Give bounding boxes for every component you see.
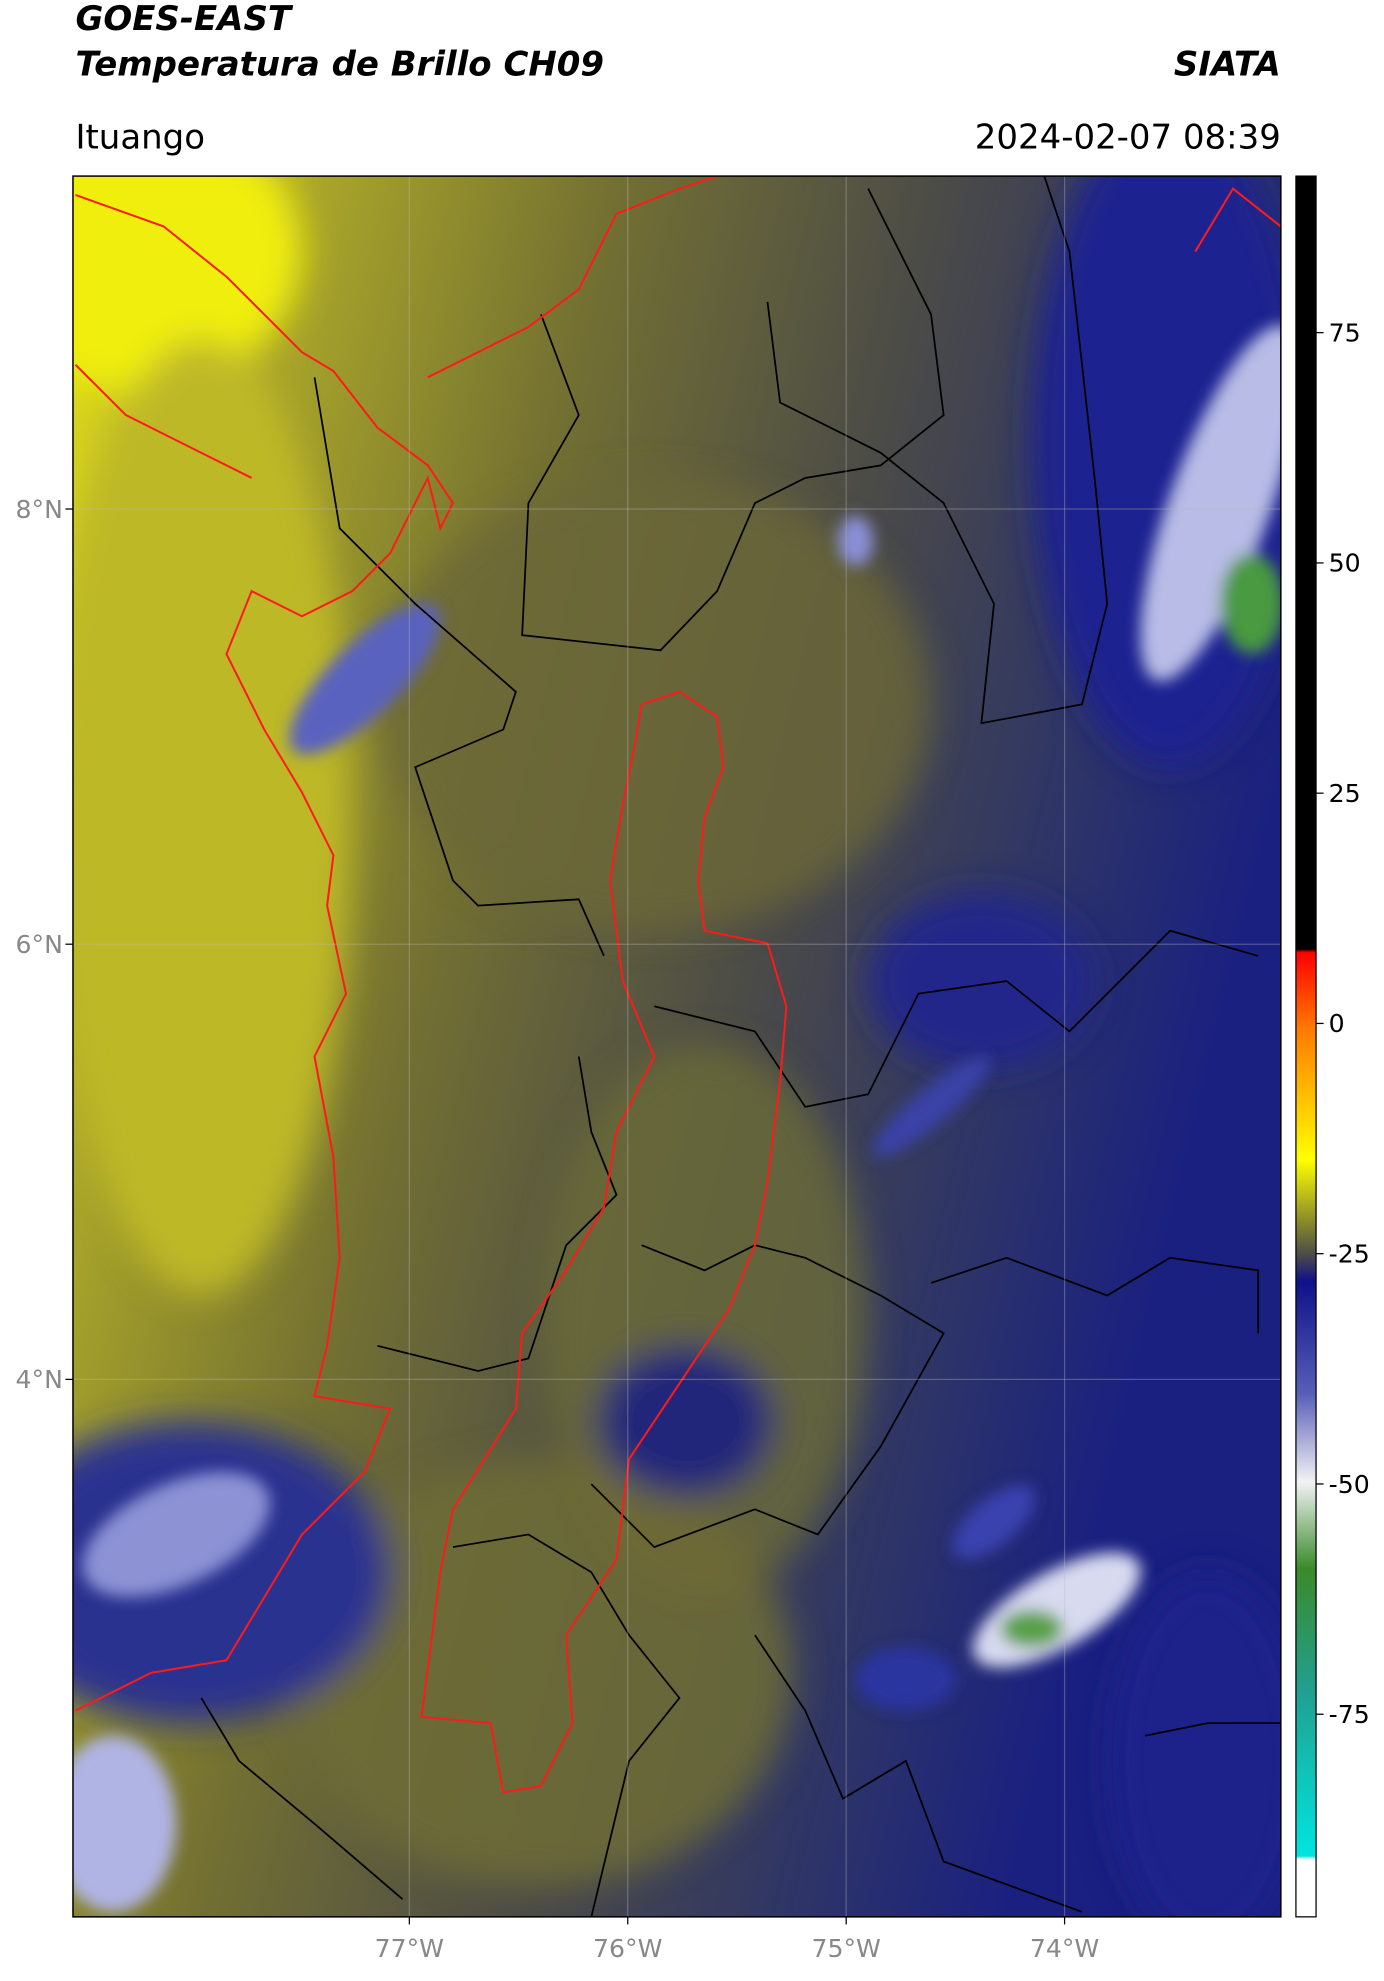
- colorbar-tick-label: 75: [1329, 318, 1361, 347]
- colorbar-tick-label: -50: [1329, 1470, 1370, 1499]
- datetime: 2024-02-07 08:39: [975, 117, 1281, 157]
- ticks: 77°W 76°W 75°W 74°W 8°N 6°N 4°N 75 50 25 0 -25 -50 -7…: [16, 176, 1370, 1963]
- x-tick-label: 77°W: [375, 1934, 445, 1963]
- map-image: [72, 176, 1281, 1917]
- y-tick-label: 4°N: [16, 1365, 63, 1394]
- location: Ituango: [75, 117, 205, 157]
- colorbar-tick-label: 0: [1329, 1009, 1345, 1038]
- map-frame: [72, 175, 1282, 1918]
- y-tick-label: 6°N: [16, 930, 63, 959]
- colorbar-tick-label: 25: [1329, 779, 1361, 808]
- colorbar-tick-label: 50: [1329, 549, 1361, 578]
- x-tick-label: 75°W: [811, 1934, 881, 1963]
- x-tick-label: 74°W: [1030, 1934, 1100, 1963]
- colorbar-tick-label: -25: [1329, 1240, 1370, 1269]
- colorbar-tick-label: -75: [1329, 1700, 1370, 1729]
- colorbar: [1295, 175, 1317, 1918]
- title: GOES-EAST: [75, 0, 293, 39]
- y-tick-label: 8°N: [16, 495, 63, 524]
- x-tick-label: 76°W: [593, 1934, 663, 1963]
- brand: SIATA: [1174, 44, 1281, 84]
- subtitle: Temperatura de Brillo CH09: [75, 44, 604, 84]
